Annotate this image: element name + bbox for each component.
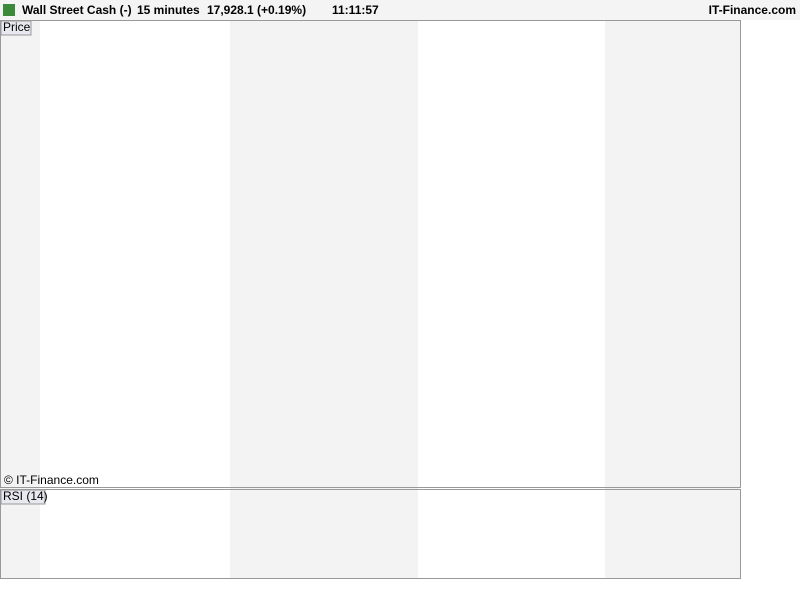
band: [230, 20, 418, 578]
time: 11:11:57: [332, 3, 379, 17]
quote: 17,928.1 (+0.19%): [207, 3, 306, 17]
interval: 15 minutes: [137, 3, 200, 17]
watermark: © IT-Finance.com: [4, 473, 99, 487]
pane-label-box: [0, 20, 32, 36]
pane-label-box: [0, 489, 46, 505]
pane-label: RSI (14): [3, 489, 48, 503]
icon: [3, 4, 15, 16]
rsi-pane: [0, 489, 741, 579]
instrument: Wall Street Cash (-): [22, 3, 132, 17]
day-bands: [0, 20, 740, 578]
band: [0, 20, 40, 578]
pane-label: Price: [3, 20, 31, 34]
band: [605, 20, 740, 578]
header-bar: [0, 0, 800, 20]
price-pane: [0, 20, 741, 488]
site: IT-Finance.com: [709, 3, 796, 17]
